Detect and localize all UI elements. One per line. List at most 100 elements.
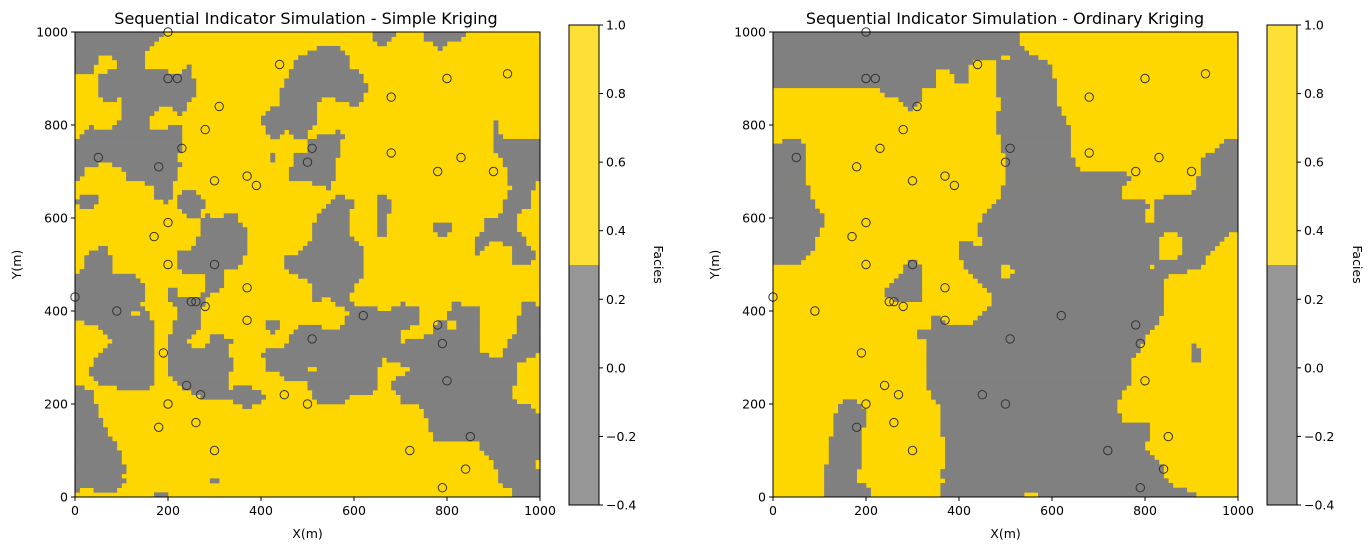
facies-cell (507, 343, 541, 349)
facies-cell (498, 478, 541, 484)
facies-cell (451, 301, 462, 307)
facies-cell (168, 297, 206, 302)
facies-cell (773, 204, 816, 209)
facies-cell (75, 404, 99, 409)
facies-cell (330, 199, 355, 205)
facies-cell (312, 283, 355, 289)
x-tick-label: 1000 (524, 503, 556, 518)
facies-cell (284, 255, 364, 261)
facies-cell (940, 413, 1123, 419)
facies-cell (75, 41, 155, 47)
facies-cell (959, 250, 1160, 256)
well-marker (242, 315, 252, 325)
facies-cell (98, 87, 197, 93)
facies-cell (340, 324, 411, 330)
well-marker (405, 445, 415, 456)
facies-cell (75, 487, 80, 493)
facies-cell (945, 478, 1169, 484)
well-marker (163, 399, 173, 409)
facies-cell (102, 329, 155, 335)
facies-cell (507, 180, 536, 186)
facies-cell (498, 469, 541, 475)
facies-cell (893, 278, 923, 284)
facies-cell (982, 311, 1164, 316)
y-tick-label: 200 (44, 397, 68, 412)
facies-cell (493, 143, 541, 149)
facies-cell (186, 213, 201, 219)
facies-cell (377, 218, 387, 223)
facies-cell (344, 306, 378, 312)
well-marker (1131, 166, 1141, 177)
facies-cell (977, 278, 1164, 284)
facies-cell (284, 78, 364, 84)
plot-frame (74, 31, 541, 498)
colorbar-tick-label: 0.8 (1304, 86, 1324, 101)
x-tick-label: 200 (156, 503, 180, 518)
facies-cell (833, 431, 862, 437)
x-axis-label: X(m) (990, 526, 1021, 541)
well-marker (209, 445, 220, 456)
facies-cell (75, 292, 146, 298)
facies-cell (903, 264, 923, 270)
facies-cell (209, 334, 225, 340)
facies-cell (265, 129, 285, 135)
colorbar-tick-label: 0.4 (1304, 223, 1324, 238)
x-axis-label: X(m) (292, 526, 323, 541)
facies-cell (288, 129, 308, 135)
facies-cell (773, 41, 1020, 47)
facies-cell (75, 385, 85, 391)
facies-cell (926, 352, 1136, 358)
well-marker (1163, 431, 1174, 442)
facies-cell (996, 92, 1057, 98)
facies-cell (144, 180, 173, 186)
facies-cell (116, 385, 150, 391)
well-marker (158, 348, 169, 358)
facies-cell (75, 422, 104, 428)
facies-cell (1038, 492, 1197, 498)
well-marker (861, 259, 871, 270)
colorbar-facies-1 (569, 25, 599, 265)
facies-cell (493, 125, 499, 130)
facies-cell (377, 222, 387, 228)
facies-cell (312, 227, 350, 233)
facies-cell (288, 69, 359, 75)
colorbar: 1.0 0.8 0.6 0.4 0.2 0.0 −0.2 −0.4 (568, 18, 636, 513)
well-marker (907, 445, 918, 456)
colorbar-label: Facies (651, 245, 666, 283)
facies-cell (498, 473, 541, 479)
facies-cell (75, 441, 118, 447)
facies-cell (279, 92, 364, 98)
facies-cell (168, 348, 229, 354)
facies-cell (205, 213, 211, 219)
facies-cell (474, 236, 527, 242)
facies-cell (907, 259, 918, 265)
facies-cell (996, 125, 1071, 130)
facies-cell (1182, 250, 1211, 256)
facies-cell (991, 204, 1150, 209)
facies-cell (433, 329, 480, 335)
facies-cell (986, 306, 1164, 312)
facies-cell (181, 69, 192, 75)
facies-cell (940, 427, 1150, 433)
facies-cell (75, 176, 80, 182)
facies-cell (433, 222, 452, 228)
facies-cell (88, 125, 94, 130)
facies-cell (828, 436, 862, 442)
well-marker (177, 143, 187, 154)
facies-cell (265, 357, 383, 363)
facies-cell (321, 208, 350, 214)
facies-cell (98, 352, 155, 358)
facies-cell (93, 362, 155, 368)
facies-cell (1182, 245, 1216, 251)
facies-cell (1000, 148, 1071, 154)
facies-cell (140, 311, 150, 316)
facies-cell (507, 190, 531, 196)
facies-cell (474, 245, 485, 251)
facies-cell (75, 413, 99, 419)
facies-cell (507, 166, 541, 172)
facies-cell (181, 190, 197, 196)
facies-cell (307, 138, 341, 144)
well-marker (163, 73, 173, 84)
facies-cell (773, 180, 806, 186)
well-marker (810, 306, 820, 316)
